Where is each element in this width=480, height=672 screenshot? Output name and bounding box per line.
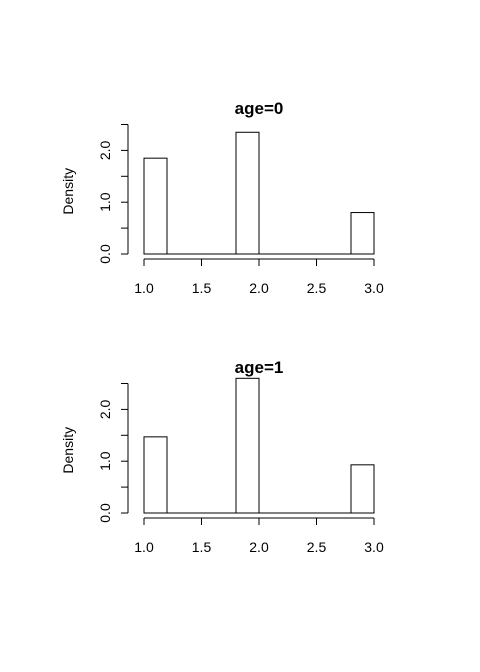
x-tick-label: 2.0 [249, 280, 269, 296]
x-tick-label: 1.0 [134, 539, 154, 555]
y-tick-label: 2.0 [97, 140, 113, 160]
panel-title: age=1 [235, 358, 284, 377]
x-tick-label: 2.0 [249, 539, 269, 555]
bar-0 [143, 157, 168, 255]
histogram-panel-age-1: age=1 Density 1.0 1.5 2.0 2.5 3.0 0.0 1.0 2.0 [60, 358, 384, 555]
bar-2 [350, 212, 375, 255]
bar-2 [350, 464, 375, 514]
x-tick-label: 2.5 [307, 280, 327, 296]
bar-1 [235, 377, 260, 514]
x-tick-label: 3.0 [364, 539, 384, 555]
bar-0 [143, 436, 168, 514]
histogram-bars [143, 131, 375, 255]
y-axis-label: Density [60, 427, 76, 474]
bar-1 [235, 131, 260, 255]
y-tick-label: 1.0 [97, 192, 113, 212]
x-axis: 1.0 1.5 2.0 2.5 3.0 [134, 517, 384, 555]
x-tick-label: 2.5 [307, 539, 327, 555]
y-axis: 0.0 1.0 2.0 [97, 383, 129, 523]
y-tick-label: 1.0 [97, 451, 113, 471]
histogram-bars [143, 377, 375, 514]
y-tick-label: 2.0 [97, 399, 113, 419]
x-tick-label: 1.0 [134, 280, 154, 296]
x-tick-label: 1.5 [192, 280, 212, 296]
x-tick-label: 3.0 [364, 280, 384, 296]
x-tick-label: 1.5 [192, 539, 212, 555]
x-axis: 1.0 1.5 2.0 2.5 3.0 [134, 258, 384, 296]
y-axis: 0.0 1.0 2.0 [97, 124, 129, 264]
y-axis-label: Density [60, 168, 76, 215]
panel-title: age=0 [235, 99, 284, 118]
histogram-panel-age-0: age=0 Density 1.0 1.5 2.0 2.5 3.0 0.0 1.0 2.0 [60, 99, 384, 296]
y-tick-label: 0.0 [97, 503, 113, 523]
y-tick-label: 0.0 [97, 244, 113, 264]
